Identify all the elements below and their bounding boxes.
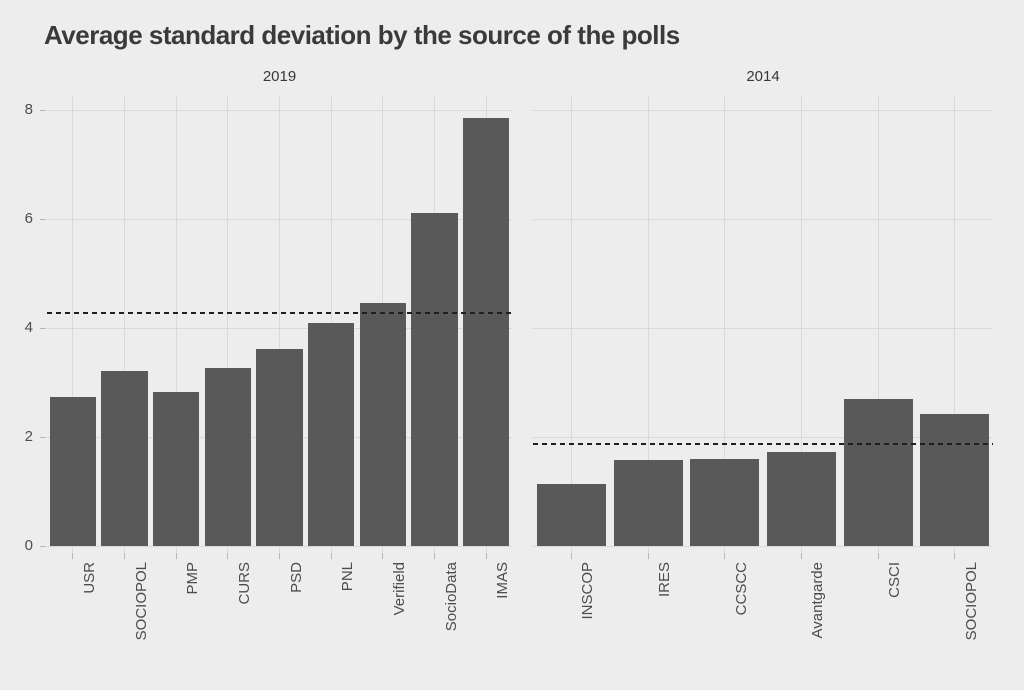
major-gridline-h: [533, 110, 993, 111]
x-axis-tick-label-imas: IMAS: [494, 562, 512, 599]
major-gridline-v: [647, 96, 649, 553]
y-axis-tick-label: 8: [24, 101, 33, 118]
major-gridline-v: [279, 96, 280, 553]
x-axis-tick: [227, 553, 229, 559]
major-gridline-h: [533, 546, 993, 547]
major-gridline-h: [533, 328, 993, 329]
bar-usr: [49, 397, 97, 546]
x-axis-tick: [124, 553, 125, 559]
x-axis-tick-label-pnl: PNL: [339, 562, 357, 592]
bar-ccscc: [690, 458, 760, 546]
x-axis-tick: [570, 553, 572, 559]
major-gridline-v: [800, 96, 802, 553]
major-gridline-v: [175, 96, 177, 553]
y-axis-tick: [40, 110, 46, 111]
x-axis-tick: [877, 553, 879, 559]
x-axis-tick: [330, 553, 332, 559]
facet-label-2014: 2014: [746, 68, 780, 85]
x-axis-tick-label-usr: USR: [80, 562, 98, 594]
bar-avantgarde: [766, 452, 836, 546]
x-axis-tick-label-ires: IRES: [656, 562, 673, 598]
x-axis-tick-label-curs: CURS: [235, 562, 253, 605]
x-axis-tick: [954, 553, 956, 559]
y-axis-tick: [40, 546, 46, 547]
x-axis-tick-label-sociopol: SOCIOPOL: [132, 562, 150, 641]
y-axis-tick: [40, 328, 46, 329]
y-axis-tick-label: 6: [24, 210, 33, 227]
bar-csci: [843, 398, 913, 546]
x-axis-tick-label-ccscc: CCSCC: [732, 562, 750, 616]
x-axis-tick-label-csci: CSCI: [886, 562, 903, 598]
x-axis-tick-label-inscop: INSCOP: [579, 562, 597, 620]
x-axis-tick: [279, 553, 280, 559]
bar-imas: [462, 118, 510, 546]
x-axis-tick: [72, 553, 74, 559]
bar-pmp: [152, 391, 200, 546]
bar-sociopol: [920, 414, 990, 546]
x-axis-tick-label-sociodata: SocioData: [442, 562, 460, 632]
y-axis-tick-label: 0: [24, 537, 33, 554]
major-gridline-v: [954, 96, 956, 553]
bar-ires: [613, 459, 683, 546]
y-axis-tick: [40, 437, 46, 438]
x-axis-tick: [434, 553, 435, 559]
major-gridline-v: [724, 96, 726, 553]
x-axis-tick: [485, 553, 487, 559]
chart-title: Average standard deviation by the source…: [44, 20, 680, 50]
bar-pnl: [307, 323, 355, 546]
major-gridline-v: [570, 96, 572, 553]
x-axis-tick: [800, 553, 802, 559]
x-axis-tick: [175, 553, 177, 559]
mean-dashed-line: [533, 443, 993, 446]
major-gridline-v: [124, 96, 125, 553]
major-gridline-v: [72, 96, 74, 553]
x-axis-tick-label-psd: PSD: [287, 562, 305, 593]
x-axis-tick-label-sociopol: SOCIOPOL: [962, 562, 980, 641]
bar-verifield: [359, 302, 407, 546]
bar-psd: [256, 349, 303, 546]
bar-sociodata: [411, 213, 458, 546]
x-axis-tick: [382, 553, 384, 559]
bar-sociopol: [101, 371, 148, 546]
x-axis-tick: [647, 553, 649, 559]
major-gridline-h: [533, 437, 993, 438]
y-axis-tick: [40, 219, 46, 220]
x-axis-tick: [724, 553, 726, 559]
bar-curs: [204, 367, 252, 546]
x-axis-tick-label-avantgarde: Avantgarde: [809, 562, 827, 639]
y-axis-tick-label: 4: [24, 319, 33, 336]
x-axis-tick-label-verifield: Verifield: [390, 562, 408, 616]
major-gridline-h: [533, 219, 993, 220]
facet-label-2019: 2019: [262, 68, 297, 85]
major-gridline-v: [877, 96, 879, 553]
mean-dashed-line: [47, 311, 512, 314]
bar-inscop: [536, 483, 606, 546]
major-gridline-v: [227, 96, 229, 553]
x-axis-tick-label-pmp: PMP: [184, 562, 202, 595]
y-axis-tick-label: 2: [24, 428, 33, 445]
